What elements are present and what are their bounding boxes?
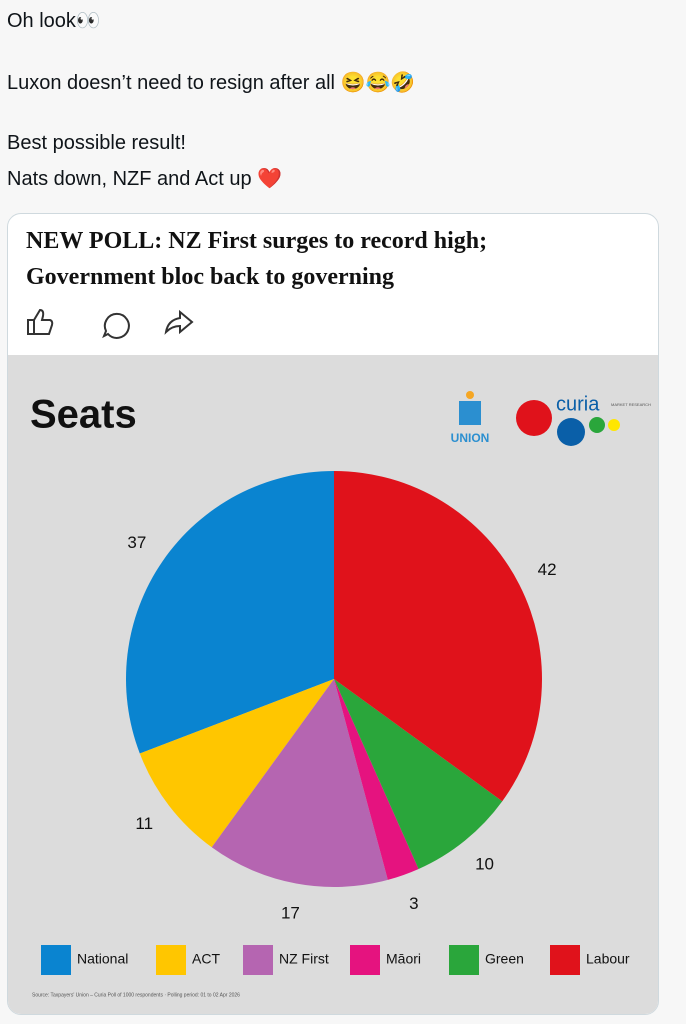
like-icon[interactable] [27, 308, 54, 335]
post-text: Oh look👀 [7, 10, 101, 32]
post-text: Luxon doesn’t need to resign after all 😆… [7, 72, 416, 94]
pie-slice [334, 471, 543, 802]
legend-swatch [243, 945, 273, 975]
legend-label: NZ First [279, 951, 329, 967]
legend-label: National [77, 951, 128, 967]
legend-label: Green [485, 951, 524, 967]
curia-logo: curia MARKET RESEARCH [516, 393, 651, 446]
comment-icon[interactable] [102, 312, 130, 339]
logo-text: UNION [451, 431, 490, 445]
legend-swatch [41, 945, 71, 975]
legend-label: Labour [586, 951, 630, 967]
legend-swatch [449, 945, 479, 975]
headline: Government bloc back to governing [26, 264, 394, 290]
data-label: 10 [475, 854, 494, 873]
pie-slice [126, 471, 334, 754]
post-text: Best possible result! [7, 132, 186, 154]
logo-text: curia [556, 393, 600, 415]
legend-label: ACT [192, 951, 220, 967]
logo-text: MARKET RESEARCH [611, 402, 651, 407]
pie-slice [139, 679, 334, 848]
data-label: 42 [538, 560, 557, 579]
post-text: Nats down, NZF and Act up ❤️ [7, 168, 283, 190]
legend-label: Māori [386, 951, 421, 967]
legend-swatch [550, 945, 580, 975]
headline: NEW POLL: NZ First surges to record high… [26, 228, 488, 254]
pie-slice [334, 679, 503, 870]
share-icon[interactable] [164, 309, 194, 335]
data-label: 17 [281, 904, 300, 923]
chart: Seats UNION curia MARKET RESEARCH 37 11 17… [8, 355, 658, 1014]
data-label: 11 [135, 814, 153, 833]
source-note: Source: Taxpayers' Union – Curia Poll of… [32, 992, 240, 998]
link-card[interactable]: NEW POLL: NZ First surges to record high… [7, 213, 659, 1015]
chart-title: Seats [30, 393, 137, 437]
legend-swatch [350, 945, 380, 975]
union-logo: UNION [451, 391, 490, 445]
data-label: 37 [127, 533, 146, 552]
data-label: 3 [409, 894, 418, 913]
actions [27, 308, 194, 339]
pie-slice [334, 679, 419, 880]
legend-swatch [156, 945, 186, 975]
pie-slice [211, 679, 388, 888]
